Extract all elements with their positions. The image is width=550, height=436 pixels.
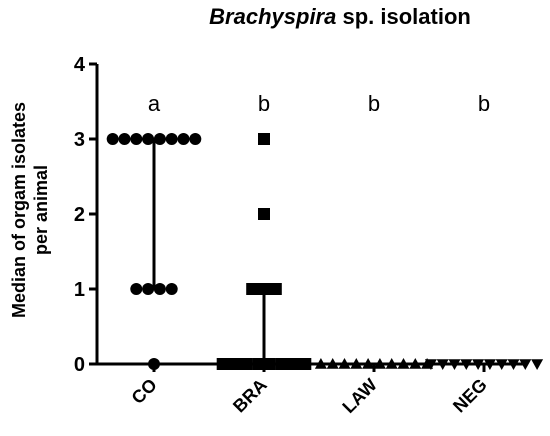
data-point: [519, 359, 532, 370]
data-point: [165, 133, 178, 145]
chart-title: Brachyspira sp. isolation: [140, 4, 540, 30]
x-tick-label: CO: [128, 375, 161, 408]
data-point: [246, 283, 259, 295]
data-point: [189, 133, 202, 145]
data-point: [507, 359, 520, 370]
data-point: [531, 359, 544, 370]
data-point: [258, 208, 270, 220]
data-point: [216, 358, 229, 370]
data-point: [148, 358, 160, 370]
data-point: [326, 358, 339, 369]
y-tick-label: 0: [74, 354, 85, 376]
significance-letter: b: [368, 91, 380, 116]
y-tick-label: 3: [74, 129, 85, 151]
data-point: [362, 358, 375, 369]
data-point: [338, 358, 351, 369]
y-tick-label: 4: [74, 54, 86, 76]
data-point: [165, 283, 178, 295]
data-point: [409, 358, 422, 369]
data-point: [142, 283, 155, 295]
significance-letter: a: [148, 91, 161, 116]
data-point: [258, 283, 270, 295]
y-tick-label: 1: [74, 279, 85, 301]
data-point: [228, 358, 241, 370]
data-point: [153, 133, 166, 145]
significance-letter: b: [478, 91, 490, 116]
significance-letter: b: [258, 91, 270, 116]
data-point: [397, 358, 410, 369]
data-point: [299, 358, 312, 370]
data-point: [153, 283, 166, 295]
data-point: [373, 358, 386, 369]
chart-title-rest: sp. isolation: [336, 4, 471, 29]
data-point: [142, 133, 155, 145]
x-tick-label: NEG: [449, 375, 491, 417]
data-point: [448, 359, 461, 370]
data-point: [385, 358, 398, 369]
data-point: [495, 359, 508, 370]
data-point: [269, 283, 282, 295]
data-point: [275, 358, 288, 370]
data-point: [177, 133, 190, 145]
x-tick-label: LAW: [338, 375, 380, 417]
data-point: [240, 358, 253, 370]
data-point: [252, 358, 265, 370]
data-point: [130, 283, 143, 295]
data-point: [350, 358, 363, 369]
data-point: [287, 358, 300, 370]
data-point: [118, 133, 131, 145]
data-point: [460, 359, 473, 370]
data-point: [258, 133, 270, 145]
data-point: [436, 359, 449, 370]
data-point: [263, 358, 276, 370]
y-tick-label: 2: [74, 204, 85, 226]
data-point: [483, 359, 496, 370]
x-tick-label: BRA: [229, 375, 271, 417]
data-point: [472, 359, 485, 370]
data-point: [130, 133, 143, 145]
chart-title-italic: Brachyspira: [209, 4, 337, 29]
data-point: [424, 359, 437, 370]
data-point: [106, 133, 119, 145]
data-point: [314, 358, 327, 369]
